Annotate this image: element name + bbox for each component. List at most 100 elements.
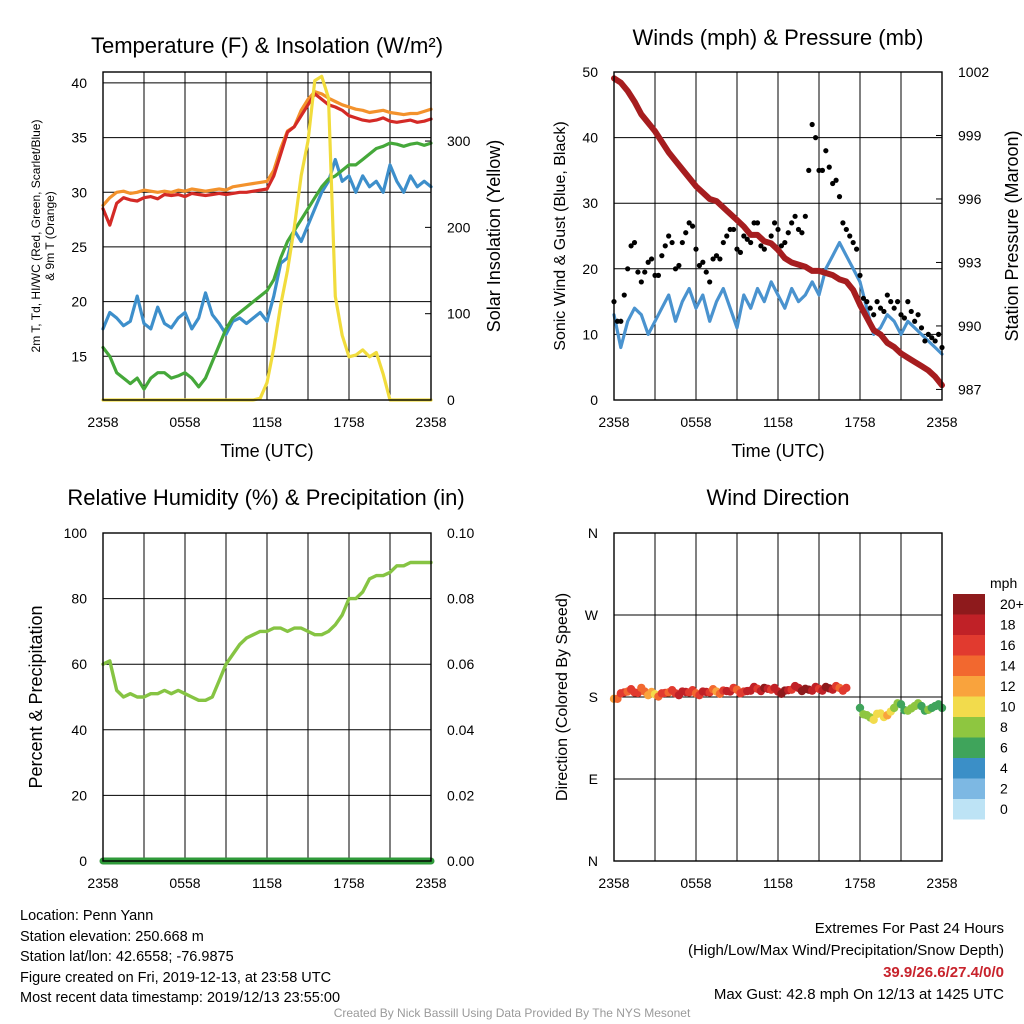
gust-point [648,256,655,262]
y-axis-label-right: Station Pressure (Maroon) [1002,130,1022,341]
gust-point [871,312,877,318]
y-tick-label-left: 40 [582,130,598,146]
gust-point [884,292,890,298]
max-gust: Max Gust: 42.8 mph On 12/13 at 1425 UTC [713,986,1004,1003]
x-axis-label: Time (UTC) [731,441,824,461]
gust-point [802,213,808,219]
plot-frame [613,532,943,862]
gust-point [621,292,627,298]
gust-point [843,226,849,233]
y-tick-label-left: N [588,525,598,541]
gust-point [734,246,740,252]
gust-point [659,253,665,259]
plot-frame [102,71,432,401]
y-axis-label-left: 2m T, Td, HI/WC (Red, Green, Scarlet/Blu… [29,120,43,353]
y-tick-label-right: 0.04 [447,722,474,738]
gust-point [748,239,754,246]
gust-point [741,233,747,239]
y-tick-label-right: 200 [447,219,471,235]
gust-point [840,220,846,226]
y-tick-label-left: W [585,607,599,623]
y-tick-label-right: 1002 [958,64,989,80]
y-tick-label-left: 25 [71,239,87,255]
y-tick-label-left: 40 [71,722,87,738]
gust-point [901,315,908,321]
x-tick-label: 1758 [844,414,875,430]
gust-point [700,259,706,265]
figure-created: Figure created on Fri, 2019-12-13, at 23… [20,969,332,986]
colorbar-swatch [953,737,985,758]
gust-point [850,239,856,246]
direction-point [842,683,851,693]
gust-point [877,305,884,311]
gust-point [730,226,737,233]
colorbar-label: 20+ [1000,596,1024,612]
gust-point [864,299,870,305]
gust-point [905,299,911,305]
x-tick-label: 1158 [763,875,793,891]
x-tick-label: 2358 [415,414,446,430]
y-axis-label-left: Sonic Wind & Gust (Blue, Black) [552,121,569,350]
colorbar-swatch [953,655,985,676]
y-tick-label-left: 40 [71,75,87,91]
gust-point [929,335,935,341]
gust-point [686,220,692,226]
series-line-pressure [611,75,945,389]
y-tick-label-left: 30 [71,184,87,200]
y-tick-label-left: 10 [582,326,598,342]
y-tick-label-right: 990 [958,318,982,334]
gust-point [806,167,812,173]
y-tick-label-right: 987 [958,381,982,397]
y-axis-label-right: Solar Insolation (Yellow) [484,140,504,332]
y-tick-label-left: 0 [79,853,87,869]
x-tick-label: 1158 [763,414,793,430]
y-tick-label-left: 15 [71,348,87,364]
y-tick-label-left: N [588,853,598,869]
gust-point [669,239,675,246]
gust-point [857,272,863,278]
gust-point [894,299,901,305]
gust-point [789,220,795,226]
y-tick-label-left: 20 [71,294,87,310]
y-tick-label-left: 60 [71,656,87,672]
y-tick-label-left: 20 [582,261,598,277]
colorbar-unit: mph [990,575,1017,591]
gust-point [881,308,887,315]
x-axis-label: Time (UTC) [220,441,313,461]
y-tick-label-left: 20 [71,787,87,803]
gust-point [713,253,720,259]
gust-point [867,305,873,311]
gust-point [737,249,744,255]
gust-point [666,233,672,239]
colorbar-label: 14 [1000,658,1016,674]
gust-point [645,259,651,265]
y-tick-label-left: S [589,689,598,705]
gust-point [860,295,867,301]
colorbar-swatch [953,676,985,697]
recent-timestamp: Most recent data timestamp: 2019/12/13 2… [20,990,341,1006]
colorbar-label: 12 [1000,678,1016,694]
colorbar-swatch [953,758,985,779]
x-tick-label: 2358 [598,414,629,430]
station-location: Location: Penn Yann [20,908,154,924]
colorbar-label: 10 [1000,699,1016,715]
gust-point [775,226,781,233]
colorbar-swatch [953,635,985,656]
x-tick-label: 2358 [415,875,446,891]
gust-point [809,121,815,128]
x-tick-label: 0558 [169,414,200,430]
gust-point [935,331,942,337]
colorbar-label: 16 [1000,637,1016,653]
x-tick-label: 1158 [252,414,282,430]
y-tick-label-right: 100 [447,306,471,322]
gust-point [761,246,767,252]
y-tick-label-left: 30 [582,195,598,211]
station-latlon: Station lat/lon: 42.6558; -76.9875 [20,949,234,965]
gust-point [642,269,648,275]
gust-point [724,233,730,239]
gust-point [768,233,774,239]
gust-point [874,299,880,305]
series-line-2 [101,157,433,336]
gust-point [812,135,819,141]
series-line-rh [101,560,433,702]
